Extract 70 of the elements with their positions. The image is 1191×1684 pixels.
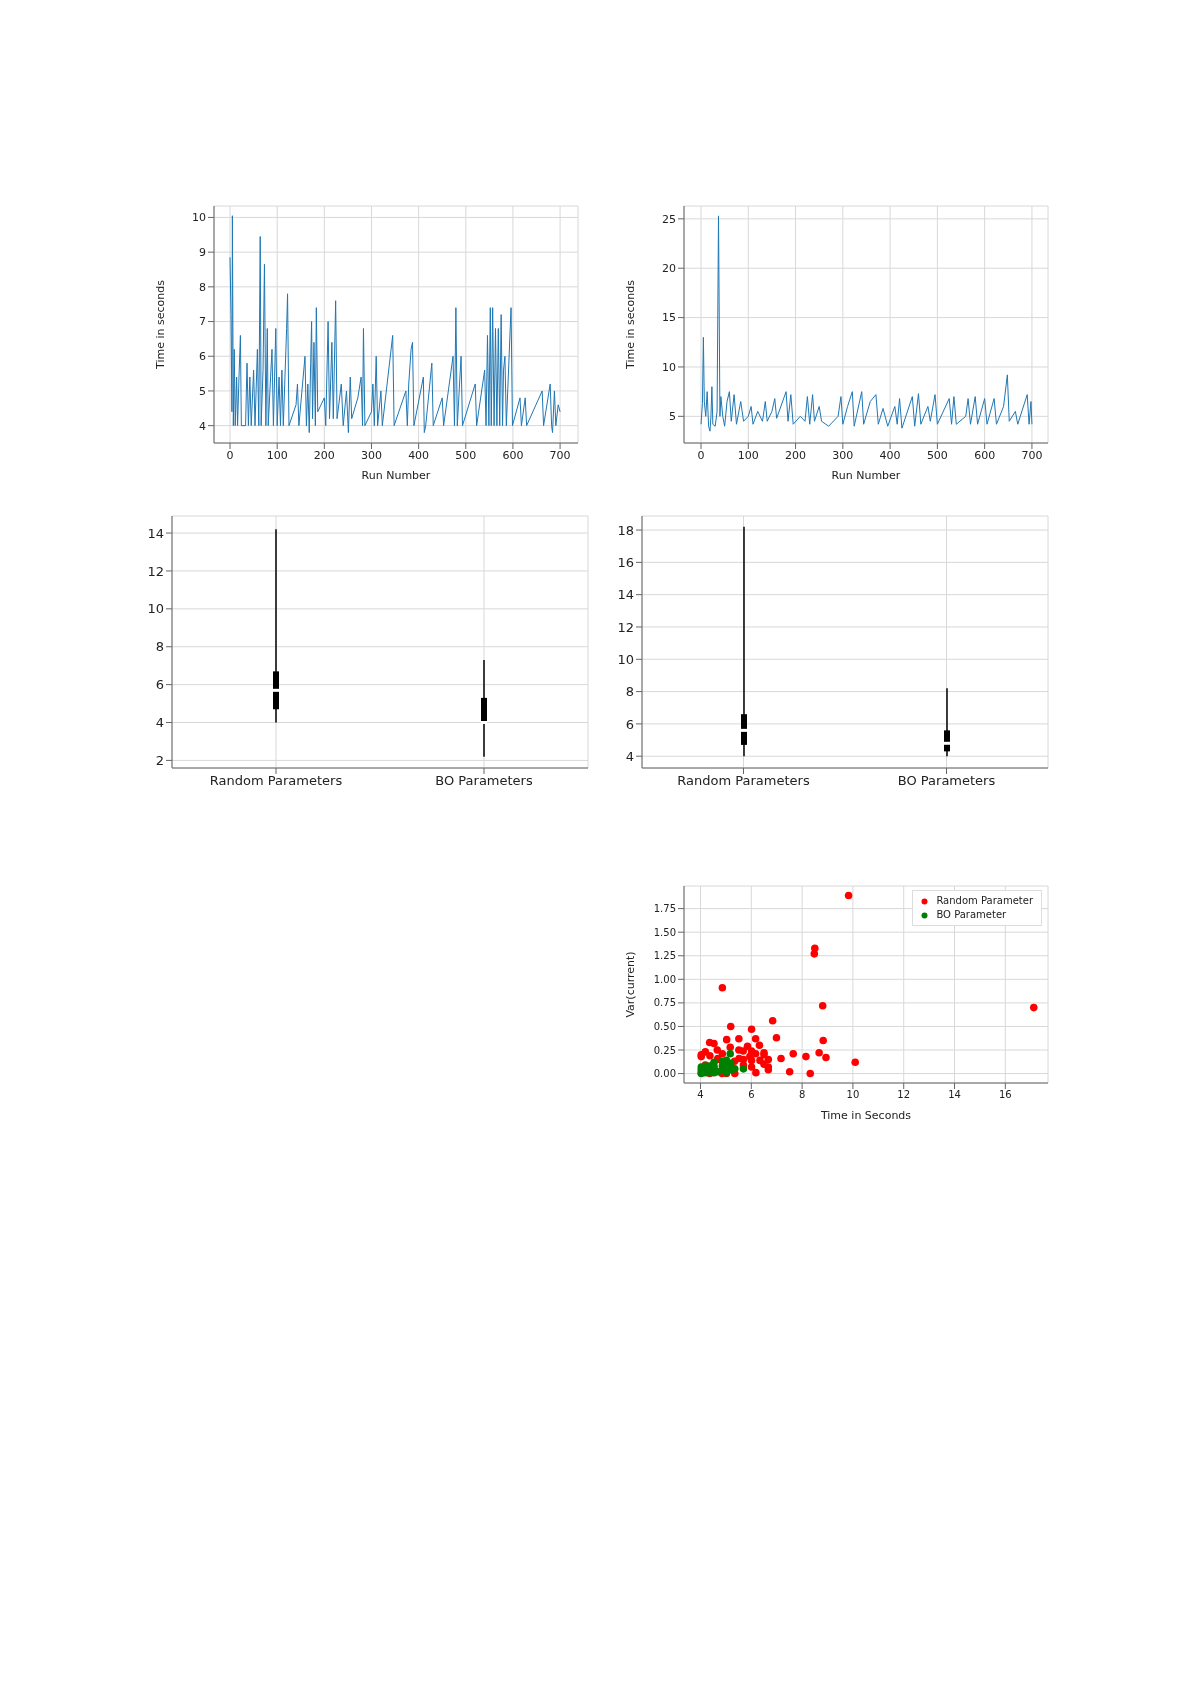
x-tick-label: 4 (697, 1089, 704, 1101)
y-tick-label: 9 (199, 246, 206, 260)
y-tick-label: 4 (155, 715, 164, 731)
x-tick-label: 200 (313, 448, 335, 462)
x-tick-label: Random Parameters (209, 773, 343, 789)
x-tick-label: 16 (998, 1089, 1012, 1101)
x-tick-label: 200 (785, 448, 807, 462)
y-tick-label: 8 (199, 280, 206, 294)
y-tick-label: 6 (155, 677, 164, 693)
x-tick-label: BO Parameters (897, 773, 996, 789)
x-axis-title: Run Number (831, 469, 901, 482)
y-axis-title: Var(current) (623, 951, 637, 1018)
x-tick-label: 600 (502, 448, 524, 462)
y-tick-label: 20 (662, 262, 676, 276)
x-axis-title: Run Number (361, 469, 431, 482)
y-tick-label: 18 (617, 522, 634, 538)
x-tick-label: 14 (948, 1089, 961, 1101)
y-tick-label: 8 (155, 639, 164, 655)
y-tick-label: 10 (617, 651, 634, 667)
x-tick-label: 300 (360, 448, 382, 462)
y-tick-label: 1.00 (653, 973, 676, 985)
y-tick-label: 12 (147, 563, 164, 579)
x-tick-label: 0 (226, 448, 234, 462)
x-tick-label: 500 (926, 448, 948, 462)
y-tick-label: 1.25 (653, 950, 676, 962)
x-tick-label: 12 (897, 1089, 911, 1101)
x-tick-label: 300 (832, 448, 854, 462)
y-tick-label: 4 (625, 748, 634, 764)
x-tick-label: Random Parameters (677, 773, 810, 789)
y-tick-label: 1.50 (653, 926, 676, 938)
x-tick-label: 0 (697, 448, 705, 462)
y-tick-label: 6 (625, 716, 634, 732)
x-tick-label: 6 (748, 1089, 755, 1101)
y-tick-label: 0.00 (653, 1068, 676, 1080)
y-tick-label: 2 (155, 753, 164, 769)
y-tick-label: 10 (147, 601, 164, 617)
x-tick-label: 700 (1021, 448, 1043, 462)
legend-label: BO Parameter (936, 908, 1007, 922)
y-tick-label: 0.50 (653, 1020, 676, 1032)
y-tick-label: 5 (669, 410, 676, 424)
y-tick-label: 5 (199, 384, 206, 398)
y-axis-title: Time in seconds (153, 279, 167, 370)
y-axis-title: Time in seconds (623, 279, 637, 370)
y-tick-label: 25 (662, 212, 676, 226)
x-tick-label: 100 (737, 448, 759, 462)
y-tick-label: 14 (147, 525, 164, 541)
x-tick-label: 400 (408, 448, 430, 462)
y-tick-label: 16 (617, 554, 634, 570)
x-tick-label: BO Parameters (435, 773, 533, 789)
y-tick-label: 14 (617, 587, 634, 603)
x-tick-label: 100 (266, 448, 288, 462)
legend-label: Random Parameter (936, 894, 1033, 908)
y-tick-label: 12 (617, 619, 634, 635)
y-tick-label: 0.75 (653, 997, 676, 1009)
x-tick-label: 10 (846, 1089, 860, 1101)
x-tick-label: 600 (974, 448, 996, 462)
x-tick-label: 700 (549, 448, 571, 462)
y-tick-label: 7 (199, 315, 206, 329)
y-tick-label: 4 (199, 419, 206, 433)
y-tick-label: 6 (199, 350, 206, 364)
x-axis-title: Time in Seconds (819, 1109, 912, 1122)
x-tick-label: 400 (879, 448, 901, 462)
x-tick-label: 8 (798, 1089, 806, 1101)
y-tick-label: 15 (662, 311, 676, 325)
y-tick-label: 1.75 (653, 903, 676, 915)
y-tick-label: 10 (662, 360, 676, 374)
y-tick-label: 0.25 (653, 1044, 676, 1056)
y-tick-label: 8 (625, 684, 634, 700)
x-tick-label: 500 (455, 448, 477, 462)
y-tick-label: 10 (192, 211, 206, 225)
